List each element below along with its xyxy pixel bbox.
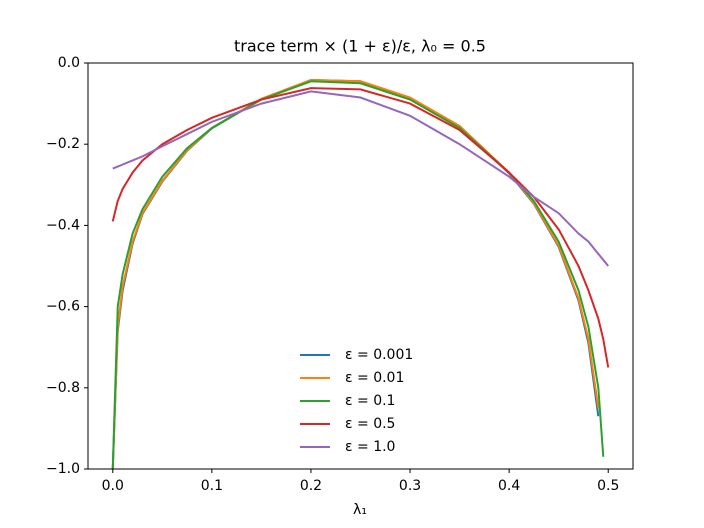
series-line (112, 90, 610, 267)
x-tick-label: 0.0 (102, 478, 124, 494)
y-tick-label: −0.6 (46, 299, 80, 315)
y-tick-label: −0.8 (46, 380, 80, 396)
legend-label: ε = 1.0 (345, 439, 395, 455)
x-tick-label: 0.4 (498, 478, 520, 494)
legend-label: ε = 0.5 (345, 416, 395, 432)
series-line (111, 87, 610, 368)
y-tick-label: −0.2 (46, 136, 80, 152)
y-tick-label: −1.0 (46, 461, 80, 477)
x-axis-label: λ₁ (353, 502, 367, 518)
x-tick-label: 0.5 (597, 478, 619, 494)
legend-label: ε = 0.1 (345, 393, 395, 409)
x-tick-label: 0.3 (399, 478, 421, 494)
series-line (111, 79, 600, 469)
y-tick-label: 0.0 (58, 55, 80, 71)
y-tick-label: −0.4 (46, 217, 80, 233)
x-tick-label: 0.1 (201, 478, 223, 494)
series-line (111, 79, 600, 469)
legend-label: ε = 0.01 (345, 370, 404, 386)
series-line (111, 80, 605, 469)
plot-frame (87, 62, 634, 470)
legend-label: ε = 0.001 (345, 347, 413, 363)
chart-title: trace term × (1 + ε)/ε, λ₀ = 0.5 (234, 37, 486, 56)
x-tick-label: 0.2 (300, 478, 322, 494)
